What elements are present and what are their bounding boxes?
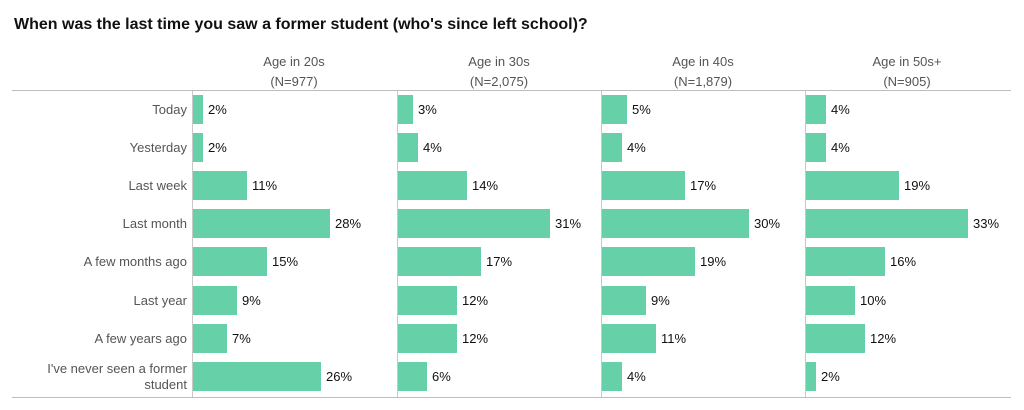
bar — [398, 324, 457, 353]
value-label: 4% — [627, 369, 646, 384]
panel-header-30s: Age in 30s (N=2,075) — [397, 52, 601, 92]
panel-axis-30s — [397, 91, 398, 397]
value-label: 15% — [272, 254, 299, 269]
value-label: 6% — [432, 369, 451, 384]
bar — [602, 286, 646, 315]
bar — [602, 209, 749, 238]
category-label: Yesterday — [129, 139, 187, 155]
value-label: 12% — [462, 293, 489, 308]
value-label: 9% — [242, 293, 261, 308]
bar — [398, 209, 550, 238]
value-label: 17% — [690, 178, 717, 193]
bar — [398, 362, 427, 391]
bar — [193, 171, 247, 200]
panel-name: Age in 40s — [672, 54, 734, 69]
category-label: Last year — [133, 292, 187, 308]
value-label: 4% — [423, 140, 442, 155]
panel-axis-50s — [805, 91, 806, 397]
value-label: 10% — [860, 293, 887, 308]
bar — [806, 171, 899, 200]
bar — [806, 286, 855, 315]
bar — [602, 247, 695, 276]
panel-n: (N=905) — [883, 74, 931, 89]
panel-n: (N=1,879) — [673, 74, 733, 89]
bar — [602, 171, 685, 200]
bar — [398, 286, 457, 315]
value-label: 33% — [973, 216, 1000, 231]
value-label: 11% — [661, 331, 687, 346]
value-label: 5% — [632, 102, 651, 117]
value-label: 16% — [890, 254, 917, 269]
value-label: 30% — [754, 216, 781, 231]
value-label: 4% — [831, 102, 850, 117]
bar — [193, 95, 203, 124]
panel-n: (N=977) — [270, 74, 318, 89]
value-label: 19% — [700, 254, 727, 269]
value-label: 4% — [627, 140, 646, 155]
value-label: 2% — [208, 102, 227, 117]
bar — [806, 362, 816, 391]
bar — [193, 362, 321, 391]
value-label: 17% — [486, 254, 513, 269]
bar — [602, 95, 627, 124]
bar — [602, 324, 656, 353]
bar — [398, 133, 418, 162]
panel-axis-20s — [192, 91, 193, 397]
category-label: Last week — [128, 177, 187, 193]
value-label: 2% — [208, 140, 227, 155]
bar — [193, 286, 237, 315]
category-label: A few months ago — [83, 253, 187, 269]
panel-n: (N=2,075) — [469, 74, 529, 89]
value-label: 9% — [651, 293, 670, 308]
bar — [602, 133, 622, 162]
value-label: 12% — [462, 331, 489, 346]
bar — [806, 133, 826, 162]
category-label: A few years ago — [94, 330, 188, 346]
value-label: 7% — [232, 331, 251, 346]
value-label: 2% — [821, 369, 840, 384]
bar — [193, 324, 227, 353]
value-label: 11% — [252, 178, 278, 193]
bar — [193, 247, 267, 276]
value-label: 19% — [904, 178, 931, 193]
value-label: 4% — [831, 140, 850, 155]
panel-header-40s: Age in 40s (N=1,879) — [601, 52, 805, 92]
category-label: Today — [152, 101, 187, 117]
value-label: 14% — [472, 178, 499, 193]
value-label: 12% — [870, 331, 897, 346]
bar — [806, 324, 865, 353]
bar — [806, 247, 885, 276]
top-rule — [12, 90, 1011, 91]
value-label: 26% — [326, 369, 353, 384]
value-label: 31% — [555, 216, 582, 231]
panel-header-50s: Age in 50s+ (N=905) — [805, 52, 1009, 92]
bar — [602, 362, 622, 391]
category-label: Last month — [122, 215, 187, 231]
panel-name: Age in 20s — [263, 54, 325, 69]
chart-title: When was the last time you saw a former … — [14, 16, 588, 33]
panel-axis-40s — [601, 91, 602, 397]
bar — [193, 209, 330, 238]
panel-header-20s: Age in 20s (N=977) — [192, 52, 396, 92]
panel-name: Age in 50s+ — [872, 54, 942, 69]
bar — [193, 133, 203, 162]
bar — [806, 95, 826, 124]
bar — [398, 171, 467, 200]
bar — [806, 209, 968, 238]
bar — [398, 95, 413, 124]
category-label: I've never seen a former student — [47, 360, 187, 392]
bar — [398, 247, 481, 276]
value-label: 3% — [418, 102, 437, 117]
bottom-rule — [12, 397, 1011, 398]
value-label: 28% — [335, 216, 362, 231]
panel-name: Age in 30s — [468, 54, 530, 69]
